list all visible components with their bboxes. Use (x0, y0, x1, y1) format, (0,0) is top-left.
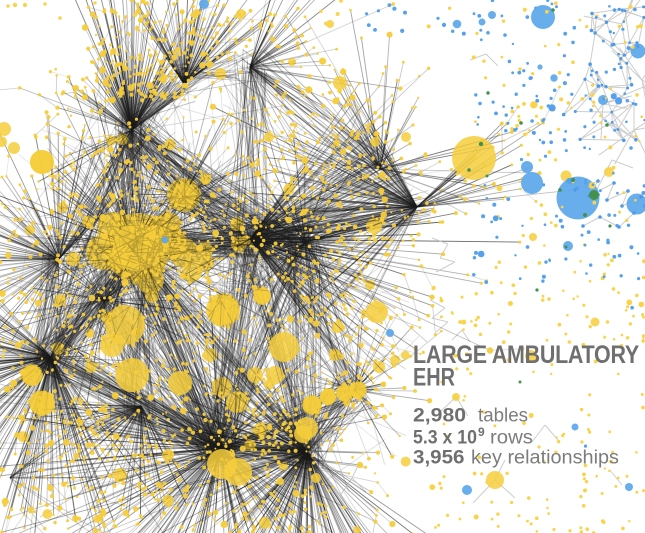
svg-text:rows: rows (490, 428, 533, 449)
svg-text:tables: tables (478, 406, 528, 427)
svg-text:EHR: EHR (413, 364, 455, 392)
svg-text:9: 9 (478, 425, 485, 439)
svg-text:3,956: 3,956 (413, 448, 465, 469)
svg-text:5.3 x 10: 5.3 x 10 (413, 428, 477, 449)
svg-text:LARGE AMBULATORY: LARGE AMBULATORY (413, 341, 639, 369)
svg-text:2,980: 2,980 (413, 406, 466, 427)
svg-text:key relationships: key relationships (471, 448, 619, 469)
